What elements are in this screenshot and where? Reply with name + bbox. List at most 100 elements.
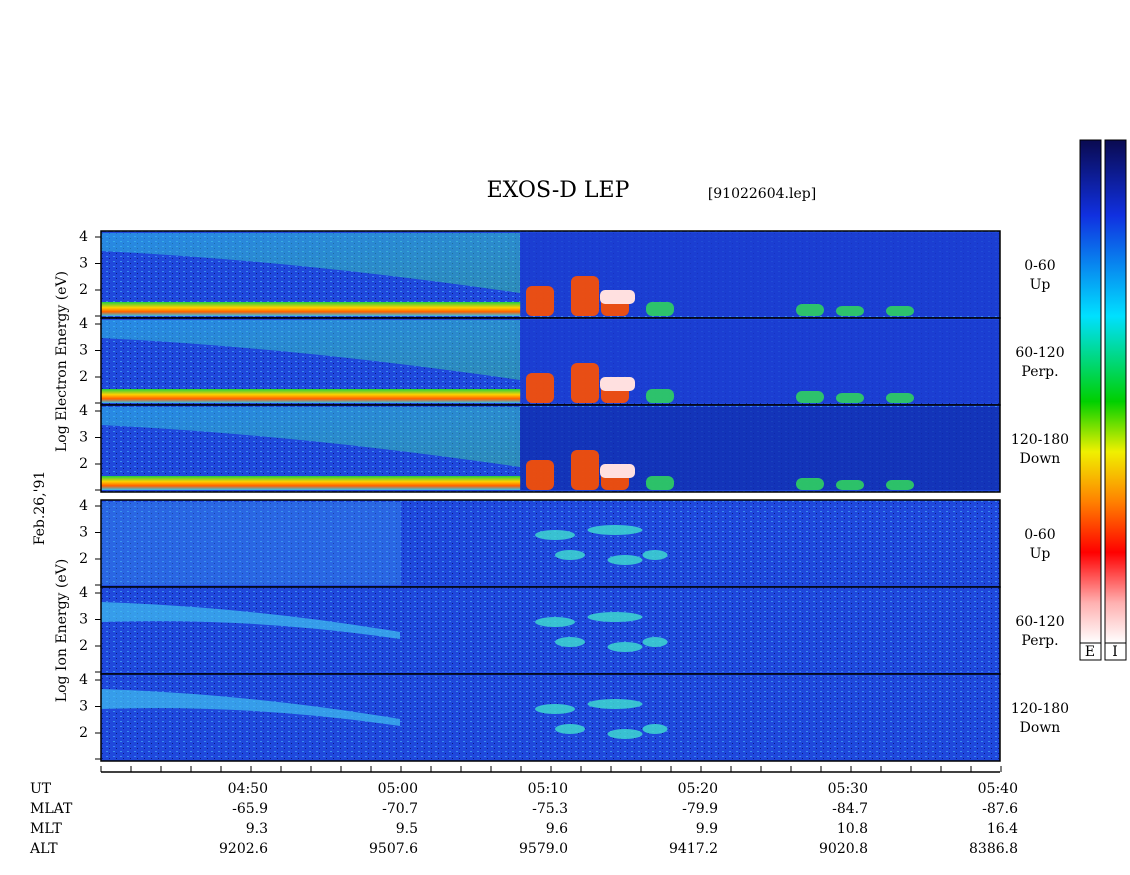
spectrogram-feature [520, 320, 1000, 403]
spectrogram-feature [555, 550, 585, 560]
y-tick-label: 4 [79, 672, 88, 688]
y-tick-label: 4 [79, 316, 88, 332]
spectrogram-feature [535, 530, 575, 540]
row-value: 9417.2 [669, 841, 718, 857]
row-value: -84.7 [832, 801, 868, 817]
colorbar-box [1104, 642, 1127, 661]
spectrogram-feature [101, 602, 400, 639]
spectrogram-feature [587, 525, 643, 535]
spectrogram-feature [642, 724, 668, 734]
spectrogram-bg [101, 587, 1000, 674]
y-tick-label: 4 [79, 585, 88, 601]
panel-frame [100, 673, 1001, 762]
row-value: -87.6 [982, 801, 1018, 817]
spectrogram-feature [535, 704, 575, 714]
row-name: MLAT [30, 801, 73, 817]
spectrogram-feature [600, 377, 635, 391]
spectrogram-bg [101, 674, 1000, 761]
row-value: 05:20 [678, 781, 718, 797]
spectrogram-feature [836, 393, 864, 403]
y-tick-label: 2 [79, 369, 88, 385]
row-value: -75.3 [532, 801, 568, 817]
spectrogram-feature [836, 480, 864, 490]
spectrogram-feature [796, 391, 824, 403]
y-tick-label: 2 [79, 551, 88, 567]
y-tick-label: 3 [79, 430, 88, 446]
y-tick-label: 4 [79, 403, 88, 419]
spectrogram-feature [101, 302, 521, 316]
row-name: UT [30, 781, 52, 797]
spectrogram-feature [101, 502, 401, 585]
y-tick-label: 3 [79, 525, 88, 541]
y-tick-label: 3 [79, 699, 88, 715]
spectrogram-feature [886, 306, 914, 316]
y-tick-label: 2 [79, 725, 88, 741]
panel-frame [100, 404, 1001, 493]
panel-label: 60-120 [1015, 345, 1064, 361]
y-tick-label: 4 [79, 229, 88, 245]
file-name: [91022604.lep] [708, 186, 816, 202]
spectrogram-feature [571, 276, 599, 316]
y-tick-label: 3 [79, 343, 88, 359]
spectrogram-feature [607, 642, 643, 652]
row-value: 05:10 [528, 781, 568, 797]
row-value: 05:00 [378, 781, 418, 797]
panel-label: Down [1020, 451, 1061, 467]
spectrogram-feature [642, 637, 668, 647]
row-value: 10.8 [837, 821, 868, 837]
spectrogram-feature [646, 476, 674, 490]
row-value: 9202.6 [219, 841, 268, 857]
row-value: 9507.6 [369, 841, 418, 857]
spectrogram-feature [101, 320, 520, 380]
row-value: 9.3 [246, 821, 268, 837]
panel-label: 60-120 [1015, 614, 1064, 630]
y-tick-label: 3 [79, 612, 88, 628]
colorbar [1079, 139, 1102, 644]
spectrogram-feature [642, 550, 668, 560]
spectrogram-feature [646, 302, 674, 316]
row-value: 16.4 [987, 821, 1018, 837]
date-label: Feb.26,'91 [32, 471, 48, 546]
y-tick-label: 2 [79, 456, 88, 472]
row-value: 9.5 [396, 821, 418, 837]
spectrogram-feature [886, 480, 914, 490]
panel-label: Up [1030, 277, 1051, 293]
panel-label: Perp. [1021, 633, 1058, 649]
y-tick-label: 3 [79, 256, 88, 272]
panel-label: Perp. [1021, 364, 1058, 380]
panel-label: 120-180 [1011, 432, 1069, 448]
spectrogram-feature [836, 306, 864, 316]
spectrogram-feature [796, 478, 824, 490]
spectrogram-feature [571, 363, 599, 403]
y-tick-label: 2 [79, 282, 88, 298]
spectrogram-feature [520, 233, 1000, 316]
colorbar-box [1079, 642, 1102, 661]
y-tick-label: 2 [79, 638, 88, 654]
row-value: 9579.0 [519, 841, 568, 857]
spectrogram-feature [526, 460, 554, 490]
row-name: MLT [30, 821, 62, 837]
spectrogram-feature [587, 612, 643, 622]
spectrogram-feature [101, 407, 520, 467]
spectrogram-feature [600, 290, 635, 304]
panel-label: Up [1030, 546, 1051, 562]
row-value: 05:40 [978, 781, 1018, 797]
spectrogram-feature [526, 373, 554, 403]
spectrogram-feature [520, 407, 1000, 490]
spectrogram-feature [607, 729, 643, 739]
row-value: 8386.8 [969, 841, 1018, 857]
spectrogram-feature [886, 393, 914, 403]
spectrogram-feature [555, 724, 585, 734]
row-name: ALT [29, 841, 58, 857]
spectrogram-feature [526, 286, 554, 316]
row-value: 9.9 [696, 821, 718, 837]
colorbar-label: E [1085, 644, 1095, 660]
y-axis-label: Log Ion Energy (eV) [54, 559, 70, 702]
row-value: 9.6 [546, 821, 568, 837]
row-value: 9020.8 [819, 841, 868, 857]
spectrogram-bg [101, 500, 1000, 587]
row-value: 05:30 [828, 781, 868, 797]
spectrogram-feature [101, 233, 520, 293]
spectrogram-feature [646, 389, 674, 403]
